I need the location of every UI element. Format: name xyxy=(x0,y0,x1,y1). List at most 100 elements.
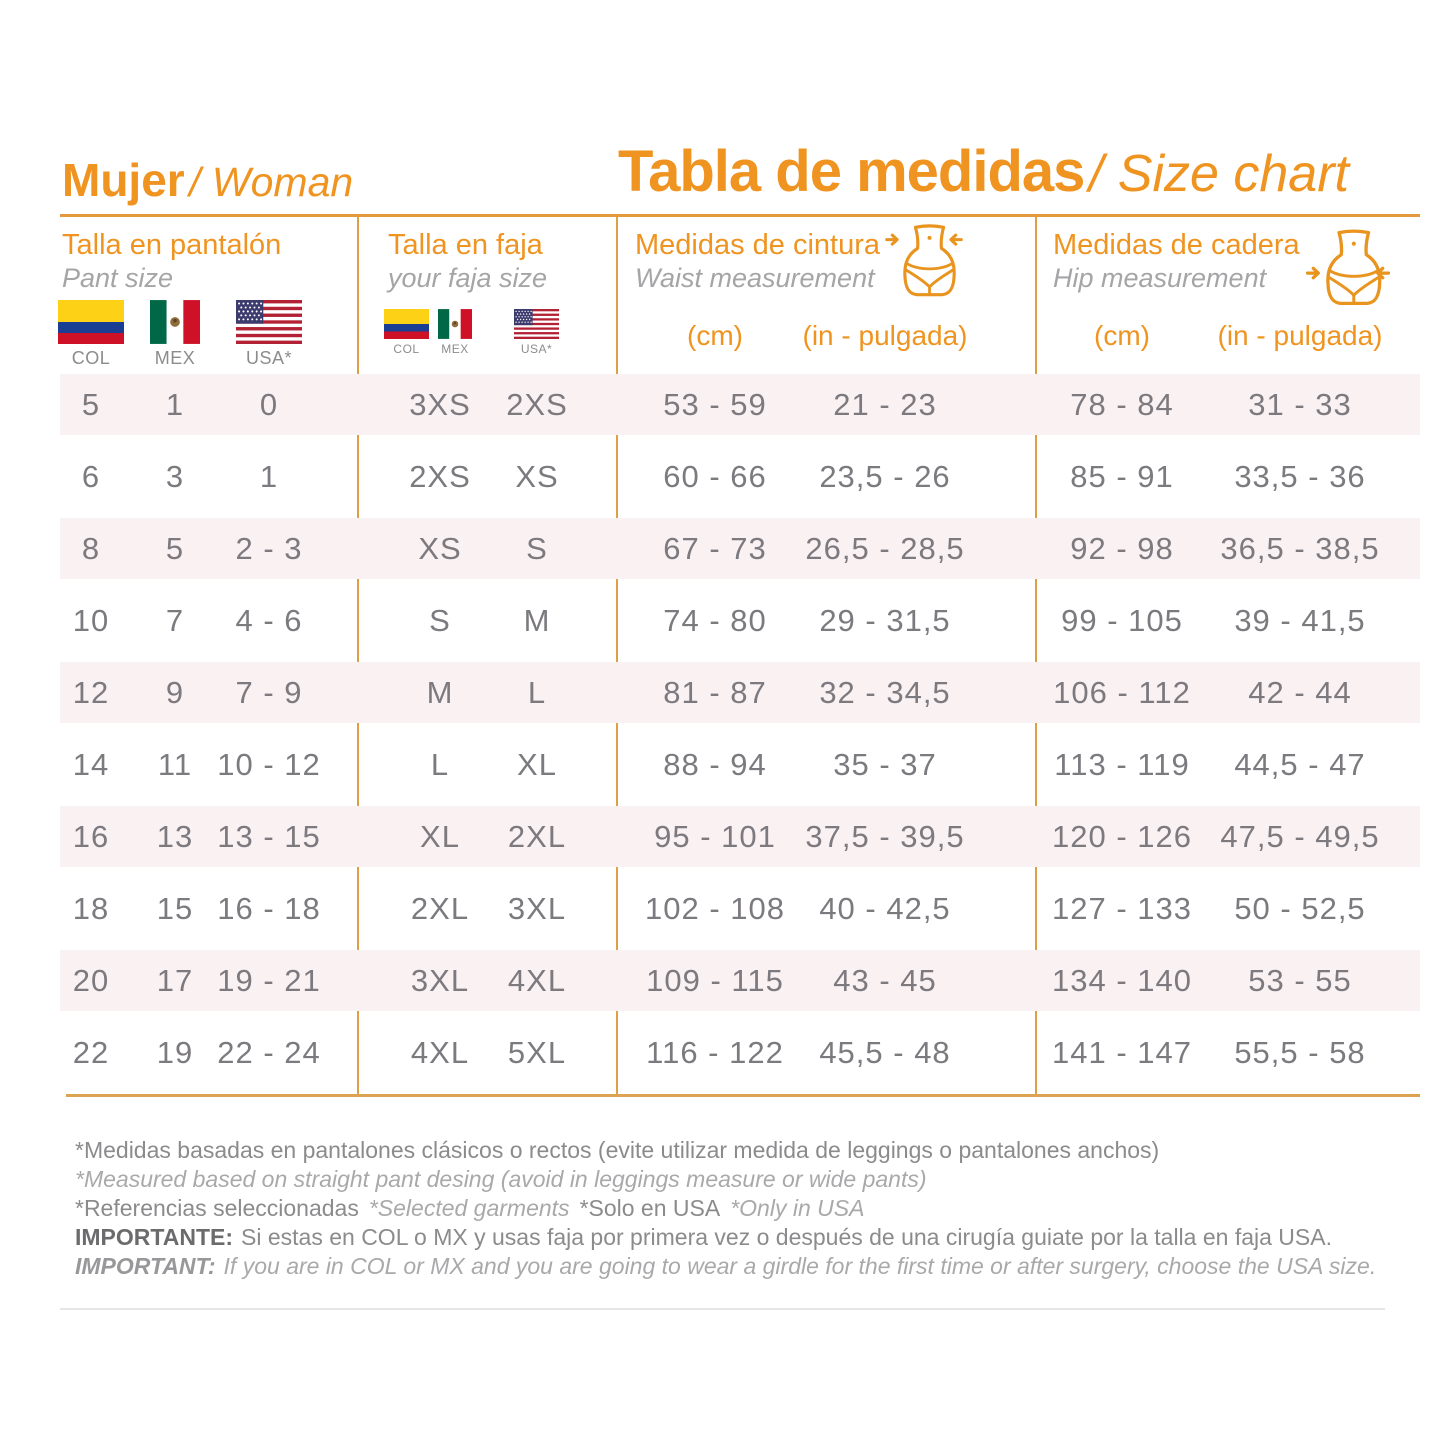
cell-pant-size-col: 14 xyxy=(72,747,110,782)
flag-label: USA* xyxy=(245,348,292,368)
cell-pant-size-usa: 2 - 3 xyxy=(235,531,303,566)
faja-flag-usa: USA* xyxy=(514,309,559,356)
important-text-en: If you are in COL or MX and you are goin… xyxy=(223,1253,1377,1279)
waist-unit-cm: (cm) xyxy=(687,320,743,351)
cell-faja-size-usa: 4XL xyxy=(507,963,567,998)
cell-waist-inches: 21 - 23 xyxy=(833,387,937,422)
hip-title-es: Medidas de cadera xyxy=(1053,229,1300,261)
cell-hip-cm: 78 - 84 xyxy=(1070,387,1174,422)
size-table-row: 16 13 13 - 15 XL 2XL 95 - 101 37,5 - 39,5 120 -… xyxy=(0,801,1445,873)
important-label-en: IMPORTANT: xyxy=(75,1253,216,1279)
cell-faja-size-colmex: 3XS xyxy=(409,387,471,422)
gender-title-es: Mujer xyxy=(62,154,185,206)
cell-faja-size-usa: 5XL xyxy=(507,1035,567,1070)
cell-pant-size-mex: 1 xyxy=(165,387,185,422)
note-references: *Referencias seleccionadas *Selected garm… xyxy=(75,1194,1395,1223)
waist-measure-icon xyxy=(885,220,963,302)
pant-size-title-en: Pant size xyxy=(62,263,174,293)
cell-faja-size-colmex: XL xyxy=(420,819,460,854)
cell-pant-size-usa: 10 - 12 xyxy=(217,747,321,782)
cell-pant-size-col: 8 xyxy=(81,531,101,566)
mexico-flag-icon xyxy=(150,300,200,344)
pant-flag-colombia: COL xyxy=(58,300,124,369)
colombia-flag-icon xyxy=(58,300,124,344)
cell-pant-size-mex: 17 xyxy=(156,963,194,998)
pant-size-title-es: Talla en pantalón xyxy=(62,229,282,261)
note-measures-es: *Medidas basadas en pantalones clásicos … xyxy=(75,1137,1160,1163)
usa-flag-icon xyxy=(514,309,559,339)
size-table-row: 8 5 2 - 3 XS S 67 - 73 26,5 - 28,5 92 - 98 36,5 … xyxy=(0,513,1445,585)
cell-pant-size-col: 18 xyxy=(72,891,110,926)
cell-hip-inches: 44,5 - 47 xyxy=(1234,747,1366,782)
cell-hip-inches: 55,5 - 58 xyxy=(1234,1035,1366,1070)
cell-hip-inches: 31 - 33 xyxy=(1248,387,1352,422)
note-references-en: *Selected garments xyxy=(368,1195,570,1221)
gender-title-en: / Woman xyxy=(189,159,354,205)
cell-hip-inches: 47,5 - 49,5 xyxy=(1220,819,1380,854)
cell-faja-size-colmex: 3XL xyxy=(410,963,470,998)
cell-pant-size-usa: 13 - 15 xyxy=(217,819,321,854)
cell-faja-size-colmex: 2XL xyxy=(410,891,470,926)
cell-faja-size-usa: XS xyxy=(515,459,559,494)
cell-faja-size-colmex: M xyxy=(426,675,454,710)
cell-pant-size-mex: 19 xyxy=(156,1035,194,1070)
column-divider xyxy=(1035,217,1037,1094)
cell-waist-cm: 88 - 94 xyxy=(663,747,767,782)
cell-waist-inches: 26,5 - 28,5 xyxy=(805,531,965,566)
cell-hip-cm: 141 - 147 xyxy=(1052,1035,1192,1070)
cell-waist-inches: 40 - 42,5 xyxy=(819,891,951,926)
cell-hip-inches: 50 - 52,5 xyxy=(1234,891,1366,926)
flag-label: USA* xyxy=(520,342,553,356)
cell-hip-cm: 106 - 112 xyxy=(1053,675,1191,710)
cell-pant-size-col: 6 xyxy=(81,459,101,494)
note-measures-en: *Measured based on straight pant desing … xyxy=(75,1166,927,1192)
row-stripe xyxy=(60,662,1420,723)
cell-waist-cm: 53 - 59 xyxy=(663,387,767,422)
cell-pant-size-usa: 1 xyxy=(259,459,279,494)
cell-pant-size-mex: 15 xyxy=(156,891,194,926)
important-text-es: Si estas en COL o MX y usas faja por pri… xyxy=(241,1224,1332,1250)
cell-hip-inches: 33,5 - 36 xyxy=(1234,459,1366,494)
cell-faja-size-usa: XL xyxy=(517,747,557,782)
cell-pant-size-mex: 13 xyxy=(156,819,194,854)
cell-pant-size-usa: 16 - 18 xyxy=(217,891,321,926)
cell-hip-inches: 42 - 44 xyxy=(1248,675,1352,710)
note-usa-only-en: *Only in USA xyxy=(730,1195,865,1221)
cell-pant-size-usa: 19 - 21 xyxy=(217,963,321,998)
size-table-row: 12 9 7 - 9 M L 81 - 87 32 - 34,5 106 - 112 42 - … xyxy=(0,657,1445,729)
cell-pant-size-mex: 7 xyxy=(165,603,185,638)
size-table-row: 22 19 22 - 24 4XL 5XL 116 - 122 45,5 - 48 141 -… xyxy=(0,1017,1445,1089)
waist-title-en: Waist measurement xyxy=(635,263,875,293)
waist-unit-inches: (in - pulgada) xyxy=(802,320,968,351)
usa-flag-icon xyxy=(236,300,302,344)
cell-hip-cm: 127 - 133 xyxy=(1052,891,1192,926)
cell-faja-size-colmex: L xyxy=(430,747,450,782)
cell-faja-size-colmex: 4XL xyxy=(410,1035,470,1070)
cell-faja-size-usa: 2XL xyxy=(507,819,567,854)
note-references-es: *Referencias seleccionadas xyxy=(75,1195,359,1221)
cell-pant-size-mex: 5 xyxy=(165,531,185,566)
cell-pant-size-col: 5 xyxy=(81,387,101,422)
column-divider xyxy=(616,217,618,1094)
faja-size-title-es: Talla en faja xyxy=(388,229,543,261)
faja-size-title-en: your faja size xyxy=(388,263,548,293)
cell-faja-size-colmex: XS xyxy=(418,531,462,566)
cell-waist-cm: 60 - 66 xyxy=(663,459,767,494)
cell-faja-size-colmex: S xyxy=(429,603,451,638)
cell-waist-inches: 37,5 - 39,5 xyxy=(805,819,965,854)
table-top-border xyxy=(60,214,1420,217)
note-important-es: IMPORTANTE: Si estas en COL o MX y usas f… xyxy=(75,1223,1395,1252)
cell-waist-inches: 23,5 - 26 xyxy=(819,459,951,494)
size-table-row: 18 15 16 - 18 2XL 3XL 102 - 108 40 - 42,5 127 -… xyxy=(0,873,1445,945)
cell-waist-inches: 45,5 - 48 xyxy=(819,1035,951,1070)
flag-label: COL xyxy=(71,348,111,368)
note-usa-only-es: *Solo en USA xyxy=(579,1195,721,1221)
column-divider xyxy=(357,217,359,1094)
cell-waist-cm: 81 - 87 xyxy=(663,675,767,710)
important-label-es: IMPORTANTE: xyxy=(75,1224,234,1250)
size-table-row: 5 1 0 3XS 2XS 53 - 59 21 - 23 78 - 84 31 - 33 xyxy=(0,369,1445,441)
flag-label: MEX xyxy=(154,348,196,368)
cell-pant-size-col: 22 xyxy=(72,1035,110,1070)
page-title-en: / Size chart xyxy=(1088,145,1349,203)
faja-size-header: Talla en faja your faja size xyxy=(388,228,547,295)
